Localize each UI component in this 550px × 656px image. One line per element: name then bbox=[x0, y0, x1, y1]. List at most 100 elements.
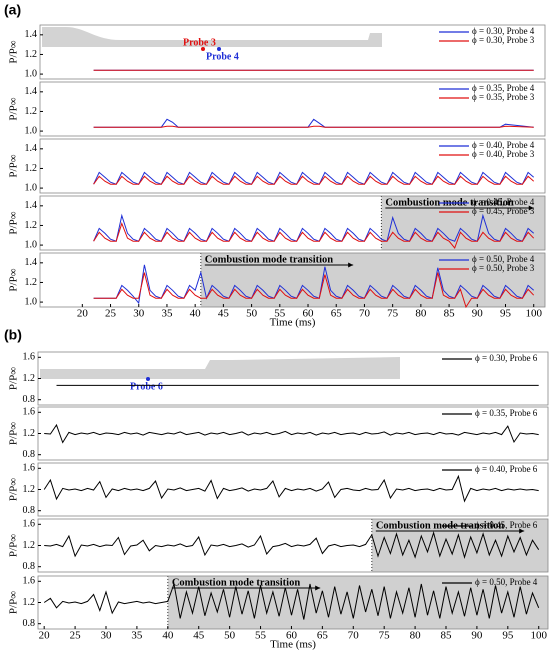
x-tick-label: 85 bbox=[444, 308, 456, 320]
y-tick-label: 1.6 bbox=[23, 463, 36, 474]
legend-label: ϕ = 0.35, Probe 6 bbox=[475, 408, 538, 418]
x-tick-label: 70 bbox=[359, 308, 371, 320]
y-tick-label: 1.0 bbox=[25, 68, 38, 79]
transition-region bbox=[371, 519, 548, 572]
legend-label: ϕ = 0.35, Probe 3 bbox=[472, 92, 535, 102]
x-tick-label: 75 bbox=[387, 308, 399, 320]
y-tick-label: 1.2 bbox=[23, 540, 36, 551]
combustor-geometry bbox=[42, 27, 382, 47]
y-axis-label: P/P∞ bbox=[8, 154, 20, 177]
x-tick-label: 30 bbox=[101, 630, 113, 642]
x-tick-label: 55 bbox=[274, 308, 286, 320]
probe-marker bbox=[217, 47, 221, 51]
y-tick-label: 0.8 bbox=[23, 561, 36, 572]
x-tick-label: 80 bbox=[410, 630, 422, 642]
legend-label: ϕ = 0.40, Probe 3 bbox=[472, 149, 535, 159]
annotation: Combustion mode transition bbox=[172, 577, 301, 588]
data-line bbox=[93, 272, 535, 309]
x-tick-label: 40 bbox=[190, 308, 202, 320]
probe-label: Probe 6 bbox=[130, 381, 163, 392]
legend-label: ϕ = 0.40, Probe 6 bbox=[475, 464, 538, 474]
x-tick-label: 80 bbox=[415, 308, 427, 320]
x-tick-label: 55 bbox=[255, 630, 267, 642]
y-tick-label: 1.2 bbox=[25, 106, 38, 117]
x-axis-label: Time (ms) bbox=[270, 317, 316, 329]
annotation: Combustion mode transition bbox=[205, 254, 334, 265]
data-line bbox=[44, 423, 539, 444]
y-axis-label: P/P∞ bbox=[8, 211, 20, 234]
y-tick-label: 1.6 bbox=[23, 519, 36, 530]
x-tick-label: 25 bbox=[70, 630, 82, 642]
y-axis-label: P/P∞ bbox=[8, 268, 20, 291]
legend-label: ϕ = 0.30, Probe 6 bbox=[475, 353, 538, 363]
x-tick-label: 90 bbox=[472, 308, 484, 320]
x-tick-label: 40 bbox=[162, 630, 174, 642]
x-tick-label: 50 bbox=[224, 630, 236, 642]
data-line bbox=[43, 582, 540, 620]
legend-label: ϕ = 0.50, Probe 4 bbox=[475, 577, 538, 587]
y-tick-label: 0.8 bbox=[23, 394, 36, 405]
y-tick-label: 1.0 bbox=[25, 296, 38, 307]
y-axis-label: P/P∞ bbox=[8, 422, 20, 445]
y-tick-label: 1.2 bbox=[25, 49, 38, 60]
y-axis-label: P/P∞ bbox=[8, 591, 20, 614]
data-line bbox=[93, 125, 534, 128]
y-axis-label: P/P∞ bbox=[8, 478, 20, 501]
y-tick-label: 1.2 bbox=[23, 484, 36, 495]
arrow-head bbox=[528, 205, 534, 211]
plot-frame bbox=[39, 24, 546, 80]
data-line bbox=[93, 171, 535, 185]
panel-label: (a) bbox=[4, 2, 21, 18]
x-tick-label: 30 bbox=[133, 308, 145, 320]
x-tick-label: 70 bbox=[348, 630, 360, 642]
y-tick-label: 1.0 bbox=[25, 125, 38, 136]
y-tick-label: 1.4 bbox=[25, 257, 38, 268]
x-tick-label: 65 bbox=[317, 630, 329, 642]
data-line bbox=[43, 474, 539, 503]
panel-label: (b) bbox=[4, 327, 22, 343]
x-tick-label: 20 bbox=[39, 630, 51, 642]
data-line bbox=[93, 213, 535, 242]
y-tick-label: 1.4 bbox=[25, 143, 38, 154]
x-tick-label: 100 bbox=[525, 308, 542, 320]
y-tick-label: 0.8 bbox=[23, 449, 36, 460]
x-tick-label: 75 bbox=[379, 630, 391, 642]
x-tick-label: 65 bbox=[331, 308, 343, 320]
legend-label: ϕ = 0.30, Probe 3 bbox=[472, 35, 535, 45]
transition-region bbox=[167, 576, 548, 629]
transition-region bbox=[200, 253, 545, 307]
plot-frame bbox=[39, 138, 546, 194]
plot-frame bbox=[39, 252, 546, 308]
legend-label: ϕ = 0.45, Probe 4 bbox=[472, 197, 535, 207]
y-tick-label: 1.6 bbox=[23, 407, 36, 418]
y-axis-label: P/P∞ bbox=[8, 534, 20, 557]
arrow-head bbox=[315, 585, 321, 591]
legend-label: ϕ = 0.40, Probe 4 bbox=[472, 140, 535, 150]
y-tick-label: 0.8 bbox=[23, 618, 36, 629]
legend-label: ϕ = 0.45, Probe 6 bbox=[475, 520, 538, 530]
x-tick-label: 45 bbox=[218, 308, 230, 320]
x-tick-label: 50 bbox=[246, 308, 258, 320]
annotation: Combustion mode transition bbox=[376, 520, 505, 531]
x-tick-label: 45 bbox=[193, 630, 205, 642]
legend-label: ϕ = 0.50, Probe 3 bbox=[472, 263, 535, 273]
arrow-head bbox=[519, 528, 525, 534]
y-tick-label: 1.0 bbox=[25, 239, 38, 250]
y-tick-label: 1.6 bbox=[23, 576, 36, 587]
y-tick-label: 1.4 bbox=[25, 200, 38, 211]
y-tick-label: 1.2 bbox=[25, 277, 38, 288]
x-tick-label: 25 bbox=[105, 308, 117, 320]
x-tick-label: 95 bbox=[500, 308, 512, 320]
x-tick-label: 85 bbox=[441, 630, 453, 642]
y-tick-label: 1.4 bbox=[25, 29, 38, 40]
y-axis-label: P/P∞ bbox=[8, 367, 20, 390]
y-tick-label: 1.0 bbox=[25, 182, 38, 193]
x-axis-label: Time (ms) bbox=[270, 639, 316, 651]
y-tick-label: 1.4 bbox=[25, 86, 38, 97]
x-tick-label: 95 bbox=[502, 630, 514, 642]
x-tick-label: 100 bbox=[530, 630, 547, 642]
data-line bbox=[93, 221, 535, 249]
y-tick-label: 1.2 bbox=[25, 220, 38, 231]
